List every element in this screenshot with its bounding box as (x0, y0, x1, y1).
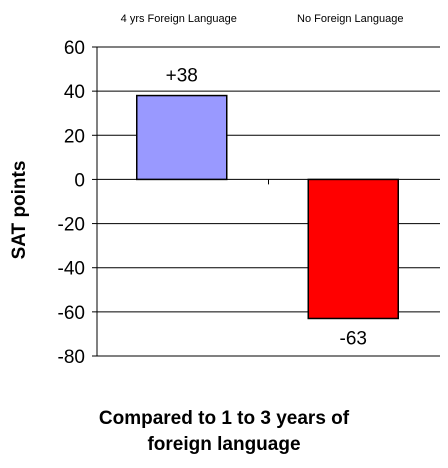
data-label: +38 (166, 66, 198, 87)
y-axis-title: SAT points (9, 161, 30, 260)
bars (137, 96, 399, 319)
y-tick-label: 40 (64, 82, 85, 103)
y-tick-label: -80 (58, 347, 85, 368)
y-tick-label: 0 (74, 170, 85, 191)
y-tick-label: -60 (58, 303, 85, 324)
bar (308, 179, 398, 318)
category-label: No Foreign Language (297, 13, 403, 25)
x-axis-title-line-1: Compared to 1 to 3 years of (0, 406, 448, 432)
data-label: -63 (340, 328, 367, 349)
y-tick-labels: 60 40 20 0 -20 -40 -60 -80 (58, 38, 85, 368)
y-tick-label: -20 (58, 215, 85, 236)
x-axis-title: Compared to 1 to 3 years of foreign lang… (0, 406, 448, 458)
y-tick-label: -40 (58, 259, 85, 280)
y-tick-label: 60 (64, 38, 85, 59)
x-axis-title-line-2: foreign language (0, 432, 448, 458)
category-labels: 4 yrs Foreign Language No Foreign Languag… (121, 13, 404, 25)
y-tick-label: 20 (64, 126, 85, 147)
category-label: 4 yrs Foreign Language (121, 13, 237, 25)
bar (137, 96, 227, 180)
